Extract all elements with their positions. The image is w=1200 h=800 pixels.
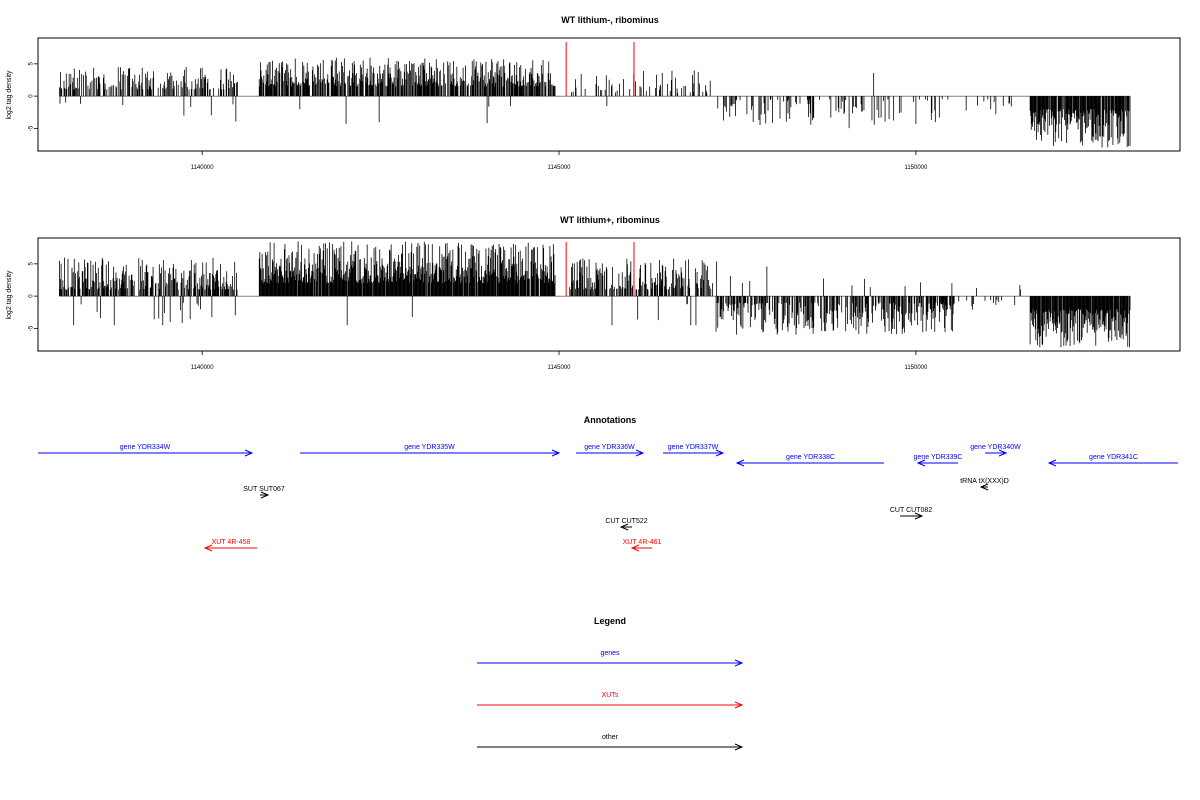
- legend-entry: other: [477, 734, 744, 751]
- x-axis: 1140000 1145000 1150000: [191, 351, 928, 371]
- x-tick-label: 1150000: [904, 165, 928, 171]
- annotation-feature: XUT 4R-458: [203, 539, 257, 552]
- y-tick-label: 0: [29, 94, 35, 98]
- annotation-feature: CUT CUT522: [605, 518, 648, 531]
- annotation-features: gene YDR334W gene YDR335W gene YDR336W gene…: [38, 444, 1178, 552]
- annotation-feature: SUT SUT067: [243, 486, 285, 499]
- plot-frame: [37, 37, 1181, 152]
- feature-label: gene YDR339C: [914, 454, 963, 461]
- density-bars: [59, 241, 1131, 348]
- annotation-feature: gene YDR341C: [1047, 454, 1178, 467]
- panel-title: WT lithium+, ribominus: [560, 215, 660, 225]
- feature-arrowhead: [551, 449, 561, 457]
- legend: Legend genes XUTs other: [477, 616, 744, 751]
- x-axis: 1140000 1145000 1150000: [191, 151, 928, 171]
- density-bars: [59, 57, 1131, 148]
- legend-label: genes: [600, 650, 620, 657]
- legend-entry: genes: [477, 650, 744, 667]
- annotation-feature: gene YDR338C: [735, 454, 884, 467]
- annotation-feature: tRNA tX(XXX)D: [960, 478, 1009, 491]
- feature-arrowhead: [630, 544, 640, 552]
- legend-arrowhead: [734, 743, 744, 751]
- annotation-feature: gene YDR339C: [914, 454, 963, 467]
- feature-label: gene YDR340W: [970, 444, 1021, 451]
- legend-arrowhead: [734, 659, 744, 667]
- x-tick-label: 1140000: [191, 165, 215, 171]
- feature-label: CUT CUT082: [890, 507, 932, 514]
- feature-label: XUT 4R-461: [623, 539, 662, 546]
- feature-arrowhead: [260, 491, 270, 499]
- feature-arrowhead: [916, 459, 926, 467]
- legend-entry: XUTs: [477, 692, 744, 709]
- y-tick-label: -5: [29, 125, 35, 131]
- feature-label: XUT 4R-458: [212, 539, 251, 546]
- feature-label: gene YDR341C: [1089, 454, 1138, 461]
- annotation-feature: CUT CUT082: [890, 507, 932, 520]
- feature-arrowhead: [998, 449, 1008, 457]
- annotation-feature: gene YDR335W: [300, 444, 561, 457]
- annotations-title: Annotations: [584, 415, 637, 425]
- feature-arrowhead: [914, 512, 924, 520]
- annotation-feature: gene YDR336W: [576, 444, 645, 457]
- y-tick-label: -5: [29, 325, 35, 331]
- plot-frame: [37, 237, 1181, 352]
- x-tick-label: 1150000: [904, 365, 928, 371]
- annotation-feature: gene YDR334W: [38, 444, 254, 457]
- y-axis-label: log2 tag density: [6, 270, 13, 320]
- feature-arrowhead: [735, 459, 745, 467]
- y-axis: -5 0 5: [29, 62, 38, 131]
- feature-label: CUT CUT522: [605, 518, 647, 525]
- y-tick-label: 5: [29, 262, 35, 266]
- feature-arrowhead: [244, 449, 254, 457]
- feature-label: gene YDR334W: [120, 444, 171, 451]
- feature-label: gene YDR337W: [668, 444, 719, 451]
- x-tick-label: 1145000: [548, 365, 572, 371]
- y-tick-label: 0: [29, 294, 35, 298]
- y-tick-label: 5: [29, 62, 35, 66]
- legend-entries: genes XUTs other: [477, 650, 744, 751]
- legend-label: XUTs: [602, 692, 619, 699]
- panel-lithium-plus: WT lithium+, ribominus -5 0 5 1140000 11450…: [6, 215, 1181, 371]
- annotation-feature: XUT 4R-461: [623, 539, 662, 552]
- y-axis-label: log2 tag density: [6, 70, 13, 120]
- marker-lines: [565, 42, 635, 97]
- legend-title: Legend: [594, 616, 626, 626]
- legend-label: other: [602, 734, 619, 741]
- feature-arrowhead: [619, 523, 629, 531]
- feature-arrowhead: [715, 449, 725, 457]
- feature-label: SUT SUT067: [243, 486, 285, 493]
- feature-arrowhead: [635, 449, 645, 457]
- marker-lines: [565, 242, 635, 297]
- feature-arrowhead: [203, 544, 213, 552]
- feature-arrowhead: [979, 483, 989, 491]
- legend-arrowhead: [734, 701, 744, 709]
- annotation-feature: gene YDR340W: [970, 444, 1021, 457]
- feature-label: gene YDR336W: [584, 444, 635, 451]
- feature-label: gene YDR335W: [404, 444, 455, 451]
- y-axis: -5 0 5: [29, 262, 38, 331]
- panel-lithium-minus: WT lithium-, ribominus -5 0 5 1140000 11450…: [6, 15, 1181, 171]
- feature-arrowhead: [1047, 459, 1057, 467]
- annotation-feature: gene YDR337W: [663, 444, 725, 457]
- annotations-track: Annotations gene YDR334W gene YDR335W gene…: [38, 415, 1178, 552]
- feature-label: gene YDR338C: [786, 454, 835, 461]
- panel-title: WT lithium-, ribominus: [561, 15, 659, 25]
- x-tick-label: 1140000: [191, 365, 215, 371]
- x-tick-label: 1145000: [548, 165, 572, 171]
- feature-label: tRNA tX(XXX)D: [960, 478, 1009, 485]
